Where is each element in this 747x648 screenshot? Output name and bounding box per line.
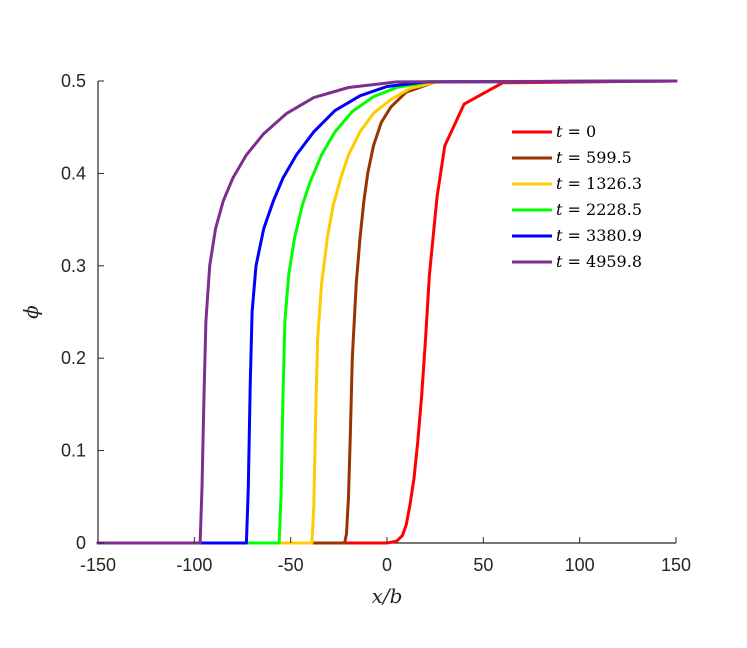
x-tick-label: -150 [80, 555, 116, 575]
x-tick-label: 150 [661, 555, 691, 575]
series-line-2 [96, 79, 678, 545]
ticks-layer: -150 -100 -50 0 50 100 150 0 0.1 0.2 0.3 0.4 0.5 [61, 71, 691, 575]
legend-entry-label: t = 2228.5 [556, 200, 642, 219]
series-line-3 [96, 79, 678, 545]
legend-entry-label: t = 1326.3 [556, 174, 642, 193]
x-tick-label: 0 [382, 555, 392, 575]
x-tick-label: -100 [176, 555, 212, 575]
y-tick-label: 0 [76, 533, 86, 553]
series-line-1 [96, 79, 678, 545]
legend-entry-label: t = 599.5 [556, 148, 632, 167]
x-tick-label: 50 [473, 555, 493, 575]
series-layer [96, 79, 678, 545]
series-line-0 [96, 79, 678, 545]
legend-entry-label: t = 0 [556, 122, 596, 141]
series-line-5 [96, 79, 678, 545]
y-tick-label: 0.3 [61, 256, 86, 276]
series-line-4 [96, 79, 678, 545]
x-axis-label: x/b [372, 584, 403, 608]
legend: t = 0 t = 599.5 t = 1326.3 t = 2228.5 t = 33… [512, 122, 642, 271]
legend-entry-label: t = 3380.9 [556, 226, 642, 245]
y-tick-label: 0.2 [61, 348, 86, 368]
y-axis-label: ϕ [19, 305, 43, 319]
y-tick-label: 0.5 [61, 71, 86, 91]
x-tick-label: -50 [278, 555, 304, 575]
y-tick-label: 0.4 [61, 163, 86, 183]
y-tick-label: 0.1 [61, 441, 86, 461]
legend-entry-label: t = 4959.8 [556, 252, 642, 271]
x-tick-label: 100 [565, 555, 595, 575]
